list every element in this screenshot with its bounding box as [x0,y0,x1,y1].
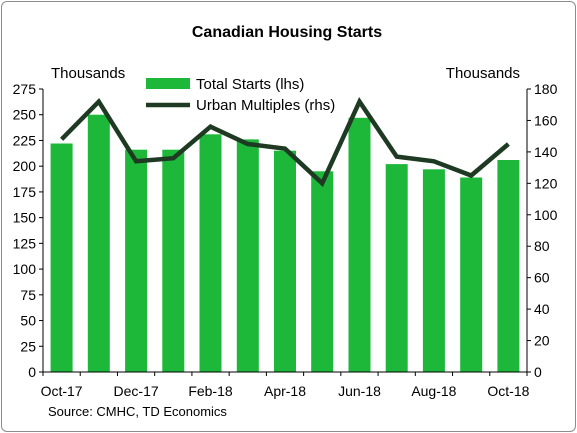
bar-nov-17 [87,114,110,372]
legend-label-bar: Total Starts (lhs) [196,76,304,93]
left-tick-label: 175 [13,184,37,200]
right-tick-label: 120 [534,175,558,191]
left-tick-label: 100 [13,261,37,277]
chart-title: Canadian Housing Starts [192,24,382,41]
right-tick-label: 160 [534,112,558,128]
x-tick-label: Dec-17 [114,383,159,399]
bar-jul-18 [385,164,408,372]
bar-series [50,114,520,372]
left-axis-ticks: 0 25 50 75 100 125 150 175 200 225 250 275 [13,81,43,380]
left-tick-label: 225 [13,132,37,148]
left-tick-label: 200 [13,158,37,174]
bar-oct-17 [50,143,73,372]
left-tick-label: 75 [20,287,36,303]
bar-jun-18 [348,117,371,372]
left-tick-label: 25 [20,338,36,354]
x-tick-label: Apr-18 [264,383,306,399]
bar-aug-18 [422,169,445,372]
bar-may-18 [311,171,334,372]
left-tick-label: 125 [13,235,37,251]
right-tick-label: 20 [534,333,550,349]
bar-apr-18 [274,150,296,372]
right-axis-ticks: 0 20 40 60 80 100 120 140 160 180 [527,81,558,380]
right-tick-label: 40 [534,301,550,317]
bar-jan-18 [162,149,185,372]
left-tick-label: 50 [20,313,36,329]
right-tick-label: 80 [534,238,550,254]
x-axis-ticks: Oct-17 Dec-17 Feb-18 Apr-18 Jun-18 Aug-18 Oct-… [41,372,530,399]
left-axis-unit: Thousands [51,65,125,82]
x-tick-label: Feb-18 [188,383,233,399]
line-series [59,97,510,188]
bar-feb-18 [199,134,222,372]
right-tick-label: 60 [534,270,550,286]
right-tick-label: 140 [534,144,558,160]
right-tick-label: 100 [534,207,558,223]
bar-oct-18 [497,160,520,372]
x-tick-label: Aug-18 [411,383,456,399]
x-tick-label: Jun-18 [338,383,381,399]
legend-label-line: Urban Multiples (rhs) [196,97,335,114]
right-tick-label: 180 [534,81,558,97]
x-tick-label: Oct-17 [41,383,83,399]
right-axis-unit: Thousands [446,65,520,82]
legend-swatch-bar [146,78,190,89]
left-tick-label: 0 [28,364,36,380]
source-note: Source: CMHC, TD Economics [48,404,227,419]
right-tick-label: 0 [534,364,542,380]
bar-sep-18 [460,177,483,372]
bar-dec-17 [125,149,148,372]
left-tick-label: 150 [13,210,37,226]
legend: Total Starts (lhs) Urban Multiples (rhs) [146,76,335,114]
left-tick-label: 275 [13,81,37,97]
bar-mar-18 [236,139,259,372]
axes [42,89,528,373]
x-tick-label: Oct-18 [487,383,529,399]
left-tick-label: 250 [13,107,37,123]
